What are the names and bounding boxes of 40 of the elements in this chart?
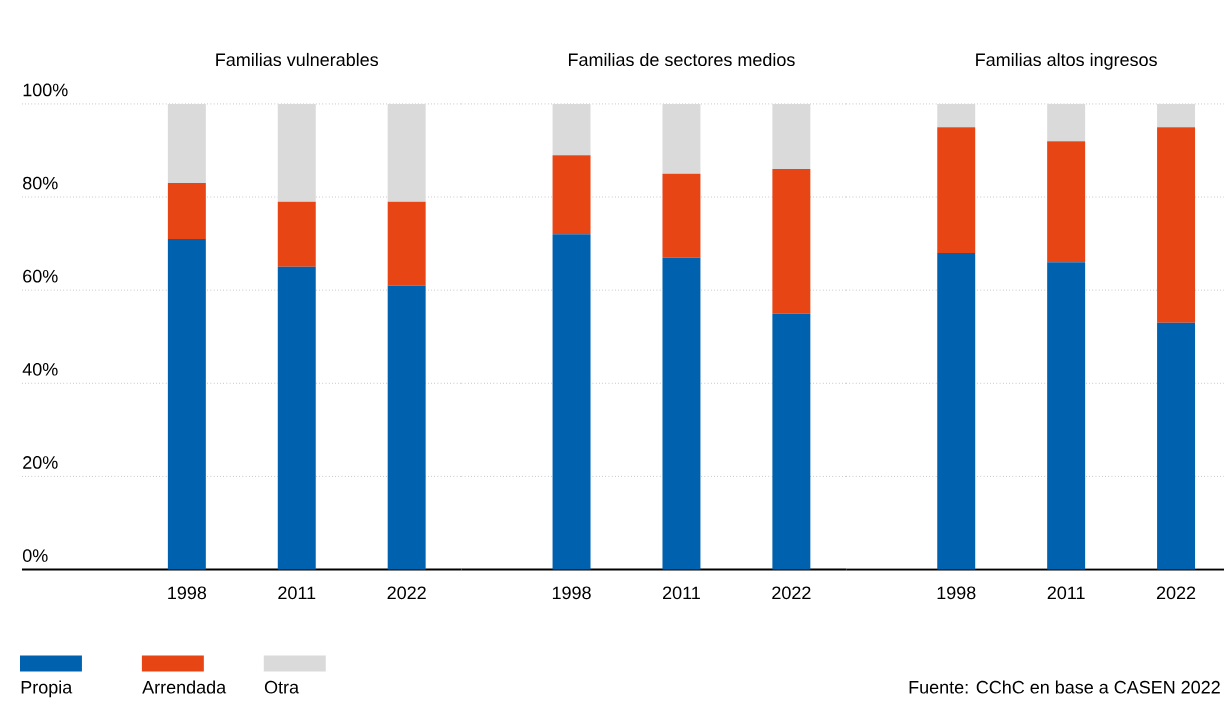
y-tick-label: 100% [23, 83, 68, 97]
chart-title: Familias altos ingresos [976, 52, 1157, 70]
bar [1047, 262, 1086, 570]
y-tick-label: 60% [23, 269, 58, 283]
legend-label: Propia [21, 680, 73, 697]
bar [937, 126, 976, 253]
bar [662, 103, 701, 174]
chart-title: Familias vulnerables [216, 52, 379, 66]
bar [1047, 140, 1086, 263]
y-tick-label: 0% [22, 549, 48, 562]
bar [937, 103, 976, 127]
x-tick-label: 2011 [278, 586, 316, 599]
bar [1157, 322, 1196, 570]
legend-label: Arrendada [142, 680, 227, 694]
x-tick-label: 2022 [387, 586, 426, 599]
x-tick-label: 2022 [772, 586, 811, 599]
chart-title: Familias de sectores medios [568, 52, 795, 66]
x-tick-label: 1998 [552, 586, 591, 599]
y-tick-label: 20% [23, 455, 58, 469]
bar [772, 168, 811, 314]
y-tick-label: 80% [23, 176, 58, 190]
bar [662, 173, 701, 258]
bar [662, 257, 701, 570]
x-tick-label: 2011 [1047, 586, 1085, 599]
legend-label: Otra [264, 680, 300, 694]
bar [552, 154, 591, 235]
x-tick-label: 2011 [663, 586, 700, 599]
bar [1047, 103, 1086, 141]
bar [552, 234, 591, 570]
bar [552, 103, 591, 155]
source-note: Fuente: CChC en base a CASEN 2022 [909, 680, 1220, 694]
bar [772, 103, 811, 169]
x-tick-label: 2022 [1156, 586, 1196, 599]
x-tick-label: 1998 [937, 586, 976, 599]
bar [1157, 103, 1196, 127]
bar [937, 252, 976, 570]
bar [772, 313, 811, 570]
x-tick-label: 1998 [168, 586, 207, 599]
bar [1157, 126, 1196, 323]
y-tick-label: 40% [22, 362, 58, 376]
